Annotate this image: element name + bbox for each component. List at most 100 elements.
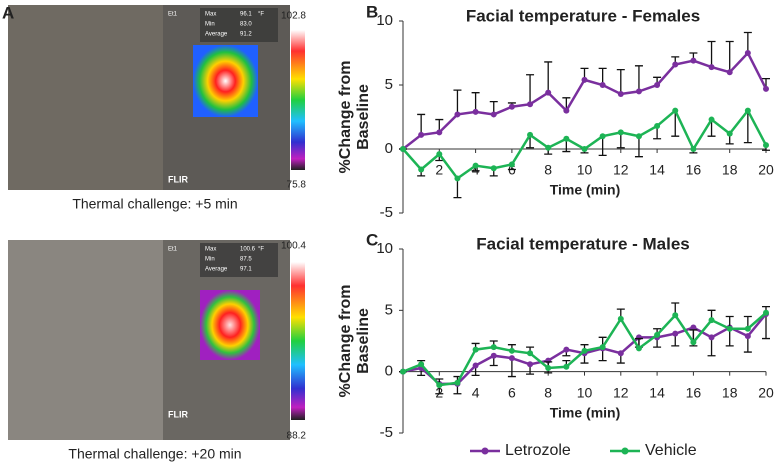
reading-label: Max — [205, 247, 216, 253]
reading-label: Min — [205, 22, 215, 28]
color-scale — [291, 30, 305, 170]
point — [418, 361, 425, 368]
point — [599, 133, 606, 140]
photos — [8, 5, 305, 440]
legend-label: Vehicle — [645, 442, 697, 459]
y-tick-label: -5 — [380, 424, 393, 441]
point — [672, 312, 679, 319]
reading-box — [200, 8, 278, 42]
point — [454, 175, 461, 182]
point — [763, 142, 769, 149]
point — [726, 130, 733, 137]
unit: °F — [258, 12, 264, 18]
chart-title: Facial temperature - Females — [466, 6, 700, 25]
panel-label: A — [2, 3, 14, 22]
reading-label: Max — [205, 12, 216, 18]
brand: FLIR — [168, 174, 188, 184]
chart-title: Facial temperature - Males — [476, 234, 690, 253]
reading: 87.5 — [240, 257, 252, 263]
error-bar — [707, 337, 716, 357]
unit: °F — [258, 247, 264, 253]
point — [690, 339, 697, 346]
error-bar — [743, 31, 752, 53]
point — [690, 146, 697, 152]
point — [418, 131, 425, 138]
point — [490, 352, 497, 359]
point — [581, 146, 588, 152]
point — [563, 363, 570, 370]
point — [400, 368, 406, 375]
photo — [8, 5, 163, 190]
point — [454, 111, 461, 118]
scale-max: 100.4 — [281, 241, 306, 252]
series — [399, 302, 770, 389]
point — [508, 347, 515, 354]
x-tick-label: 6 — [508, 384, 516, 400]
error-bar — [616, 68, 625, 94]
point — [508, 103, 515, 110]
point — [508, 355, 515, 362]
error-bar — [671, 110, 680, 137]
legend-marker — [621, 447, 629, 455]
x-tick-label: 16 — [686, 162, 702, 178]
error-bar — [762, 314, 770, 340]
x-tick-label: 10 — [577, 384, 593, 400]
x-axis-label: Time (min) — [550, 404, 621, 420]
point — [635, 88, 642, 95]
panel-label: C — [366, 230, 378, 249]
error-bar — [453, 178, 462, 199]
x-tick-label: 2 — [435, 162, 443, 178]
y-axis-label: %Change from — [337, 61, 354, 174]
error-bar — [471, 92, 480, 112]
x-tick-label: 8 — [544, 162, 552, 178]
point — [599, 344, 606, 351]
point — [545, 364, 552, 371]
tag: Et1 — [168, 12, 178, 18]
x-tick-label: 14 — [649, 162, 665, 178]
point — [726, 325, 733, 332]
point — [690, 57, 697, 64]
point — [490, 111, 497, 118]
x-tick-label: 20 — [758, 384, 774, 400]
point — [581, 76, 588, 83]
point — [617, 129, 624, 136]
point — [527, 101, 534, 108]
error-bar — [598, 136, 607, 157]
point — [599, 82, 606, 88]
point — [418, 166, 425, 173]
point — [744, 325, 751, 332]
x-tick-label: 8 — [544, 384, 552, 400]
reading: 97.1 — [240, 267, 252, 273]
scale-min: 75.8 — [287, 180, 307, 191]
point — [744, 107, 751, 114]
point — [708, 317, 715, 324]
brand: FLIR — [168, 409, 188, 419]
reading-box — [200, 243, 278, 277]
point — [563, 346, 570, 353]
point — [744, 50, 751, 56]
color-scale — [291, 262, 305, 420]
y-tick-label: 0 — [385, 363, 393, 380]
tag: Et1 — [168, 247, 178, 253]
point — [508, 161, 515, 168]
error-bar — [707, 40, 716, 68]
point — [527, 350, 534, 357]
point — [708, 116, 715, 123]
point — [472, 162, 479, 169]
x-tick-label: 12 — [613, 384, 629, 400]
x-tick-label: 14 — [649, 384, 665, 400]
x-tick-label: 10 — [577, 162, 593, 178]
x-axis-label: Time (min) — [550, 182, 621, 198]
caption: Thermal challenge: +5 min — [72, 196, 237, 212]
scale-max: 102.8 — [281, 11, 306, 22]
point — [527, 361, 534, 368]
point — [436, 151, 443, 158]
error-bar — [743, 110, 752, 144]
point — [672, 330, 679, 337]
point — [726, 69, 733, 76]
series — [399, 107, 770, 199]
error-bar — [634, 65, 643, 92]
point — [563, 107, 570, 114]
point — [654, 82, 661, 88]
